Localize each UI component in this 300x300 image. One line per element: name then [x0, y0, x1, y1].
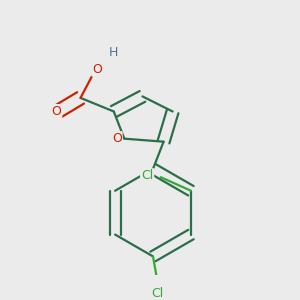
Text: O: O: [92, 63, 102, 76]
Text: Cl: Cl: [141, 169, 153, 182]
Text: O: O: [52, 105, 61, 118]
Text: H: H: [109, 46, 119, 59]
Text: O: O: [112, 132, 122, 145]
Text: Cl: Cl: [152, 287, 164, 300]
